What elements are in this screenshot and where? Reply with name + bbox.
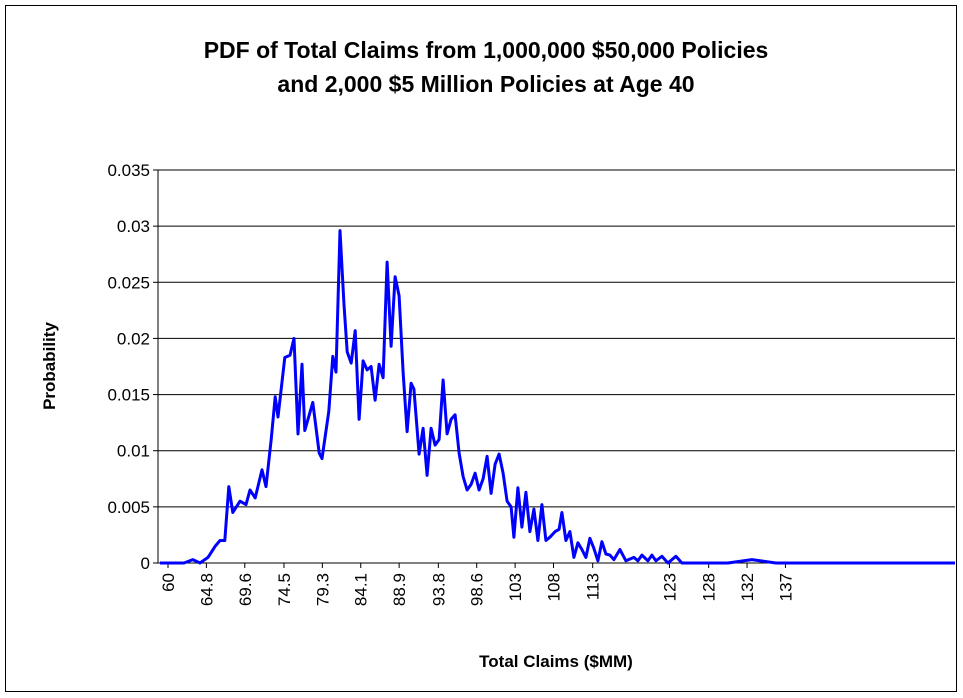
y-tick-label: 0.035 [107,161,150,180]
y-axis-label: Probability [40,322,59,410]
x-tick-label: 98.6 [468,573,487,606]
x-axis-label: Total Claims ($MM) [479,652,633,671]
y-tick-label: 0.005 [107,498,150,517]
chart-border [5,5,957,692]
x-tick-label: 60 [159,573,178,592]
x-tick-label: 132 [738,573,757,601]
chart-title: PDF of Total Claims from 1,000,000 $50,0… [204,37,769,63]
x-tick-label: 64.8 [197,573,216,606]
x-tick-label: 88.9 [390,573,409,606]
x-tick-label: 84.1 [352,573,371,606]
x-tick-label: 128 [700,573,719,601]
x-tick-label: 123 [660,573,679,601]
x-tick-label: 74.5 [275,573,294,606]
y-tick-label: 0.03 [117,217,150,236]
data-line [160,229,955,565]
y-tick-label: 0.01 [117,442,150,461]
x-tick-label: 103 [506,573,525,601]
x-tick-label: 113 [584,573,603,600]
y-tick-label: 0.015 [107,386,150,405]
y-tick-label: 0.02 [117,329,150,348]
x-tick-label: 137 [776,573,795,601]
x-tick-label: 79.3 [313,573,332,606]
x-tick-label: 69.6 [236,573,255,606]
x-tick-label: 93.8 [429,573,448,606]
x-tick-label: 108 [545,573,564,601]
y-tick-label: 0.025 [107,273,150,292]
chart-title: and 2,000 $5 Million Policies at Age 40 [277,71,694,97]
y-tick-label: 0 [141,554,150,573]
